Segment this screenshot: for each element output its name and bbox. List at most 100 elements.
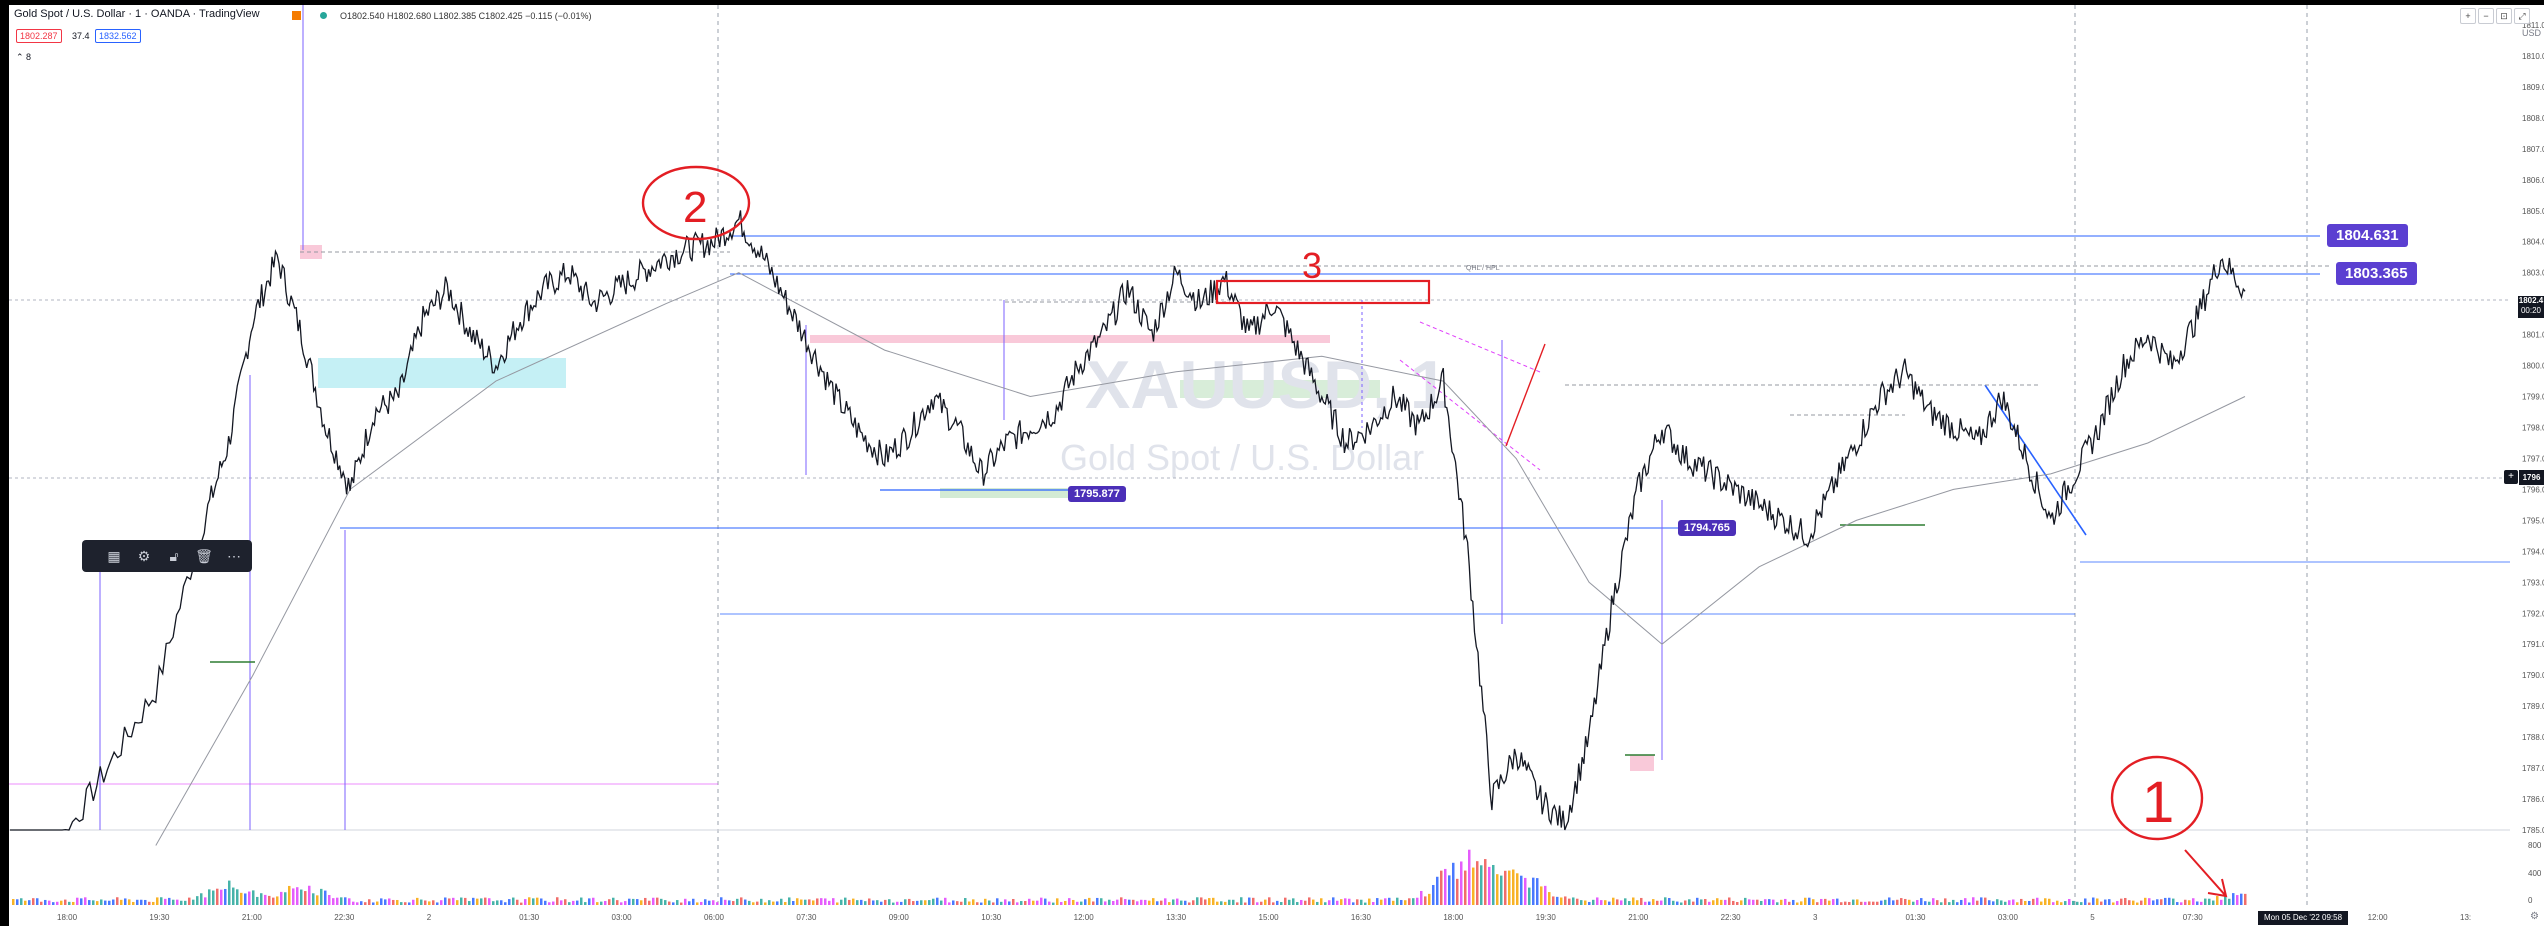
volume-bar	[956, 901, 959, 905]
volume-bar	[1048, 901, 1051, 905]
volume-tick-label: 800	[2528, 841, 2542, 850]
volume-bar	[680, 902, 683, 905]
volume-bar	[1976, 900, 1979, 905]
volume-bar	[1924, 901, 1927, 905]
volume-bar	[1104, 901, 1107, 905]
volume-bar	[2092, 897, 2095, 905]
volume-bar	[220, 889, 223, 905]
time-axis[interactable]: 18:00 19:30 21:00 22:30 2 01:30 03:00 06:00 07:3…	[57, 913, 2471, 922]
volume-bar	[1108, 899, 1111, 905]
price-series-line[interactable]	[10, 210, 2246, 831]
volume-bar	[1716, 898, 1719, 905]
volume-bar	[940, 900, 943, 905]
price-tag-lower[interactable]: 1803.365	[2336, 262, 2417, 285]
volume-bar	[836, 902, 839, 905]
volume-bar	[1128, 899, 1131, 905]
time-tick-label: 19:30	[1536, 913, 1557, 922]
restore-button[interactable]: ⊡	[2496, 8, 2512, 24]
time-tick-label: 07:30	[796, 913, 817, 922]
crosshair-time-label: Mon 05 Dec '22 09:58	[2258, 911, 2349, 925]
volume-bar	[1344, 898, 1347, 905]
volume-bar	[552, 901, 555, 905]
price-axis[interactable]: 1785.0 1786.0 1787.0 1788.0 1789.0 1790.0 1791…	[2522, 21, 2544, 835]
price-tag-upper[interactable]: 1804.631	[2327, 224, 2408, 247]
volume-bar	[212, 890, 215, 905]
volume-bar	[828, 900, 831, 905]
volume-bar	[948, 902, 951, 905]
spread-value: 37.4	[72, 31, 90, 41]
volume-bar	[364, 902, 367, 905]
volume-bar	[268, 895, 271, 905]
time-tick-label: 19:30	[149, 913, 170, 922]
symbol-title[interactable]: Gold Spot / U.S. Dollar · 1 · OANDA · Tr…	[14, 8, 260, 20]
time-tick-label: 07:30	[2183, 913, 2204, 922]
volume-bar	[1408, 898, 1411, 905]
volume-bar	[1536, 878, 1539, 905]
volume-bar	[1520, 875, 1523, 905]
volume-bar	[1584, 900, 1587, 905]
volume-bar	[180, 900, 183, 905]
settings-gear-icon[interactable]: ⚙	[2530, 911, 2539, 922]
settings-icon[interactable]: ⚙	[137, 548, 151, 564]
volume-bar	[1540, 886, 1543, 905]
volume-bar	[144, 899, 147, 905]
volume-bar	[1624, 898, 1627, 905]
volume-bar	[300, 889, 303, 905]
zoom-out-button[interactable]: −	[2478, 8, 2494, 24]
volume-bar	[1320, 898, 1323, 905]
volume-bar	[1712, 900, 1715, 905]
volume-bar	[1072, 899, 1075, 905]
volume-bar	[1668, 898, 1671, 905]
fullscreen-button[interactable]: ⤢	[2514, 8, 2530, 24]
value-tag-right[interactable]: 1794.765	[1678, 520, 1736, 536]
volume-bar	[1752, 899, 1755, 905]
volume-bar	[2212, 900, 2215, 905]
volume-bar	[936, 897, 939, 905]
volume-bar	[1360, 899, 1363, 905]
bid-price-badge[interactable]: 1802.287	[16, 29, 62, 43]
volume-bar	[2060, 902, 2063, 905]
volume-bar	[1364, 902, 1367, 905]
price-tick-label: 1801.0	[2522, 331, 2544, 340]
more-icon[interactable]: ⋯	[227, 548, 241, 564]
volume-bar	[1528, 887, 1531, 905]
volume-bar	[2052, 902, 2055, 905]
lock-icon[interactable]: 🔓︎	[169, 548, 179, 564]
volume-bar	[1548, 892, 1551, 905]
volume-bar	[896, 901, 899, 905]
volume-bar	[1876, 901, 1879, 905]
time-tick-label: 13:	[2460, 913, 2471, 922]
crosshair-add-icon[interactable]: +	[2504, 470, 2518, 484]
volume-bar	[200, 893, 203, 905]
volume-bar	[76, 897, 79, 905]
volume-bar	[444, 897, 447, 905]
volume-bar	[1200, 897, 1203, 905]
volume-bar	[1880, 900, 1883, 905]
volume-bar	[1248, 897, 1251, 905]
volume-bar	[1516, 873, 1519, 905]
ask-price-badge[interactable]: 1832.562	[95, 29, 141, 43]
zoom-in-button[interactable]: +	[2460, 8, 2476, 24]
volume-bar	[292, 888, 295, 905]
volume-bar	[304, 891, 307, 905]
value-tag-left[interactable]: 1795.877	[1068, 486, 1126, 502]
chevron-up-icon: ⌃	[16, 52, 27, 62]
volume-bar	[72, 901, 75, 905]
trend-drawings[interactable]	[9, 5, 2510, 830]
indicator-toggle[interactable]: ⌃ 8	[16, 52, 31, 63]
volume-bar	[724, 899, 727, 905]
volume-bar	[640, 900, 643, 905]
price-tick-label: 1787.0	[2522, 764, 2544, 773]
volume-bar	[1824, 898, 1827, 905]
volume-bar	[952, 900, 955, 905]
template-icon[interactable]: ▦	[107, 548, 121, 564]
price-tick-label: 1788.0	[2522, 733, 2544, 742]
volume-bar	[228, 880, 231, 905]
volume-bar	[1556, 896, 1559, 905]
volume-bar	[408, 902, 411, 905]
volume-bar	[1096, 897, 1099, 905]
drawing-floating-toolbar[interactable]: ▦ ⚙ 🔓︎ 🗑︎ ⋯	[82, 540, 252, 572]
volume-bar	[2240, 893, 2243, 905]
delete-icon[interactable]: 🗑︎	[195, 548, 213, 564]
